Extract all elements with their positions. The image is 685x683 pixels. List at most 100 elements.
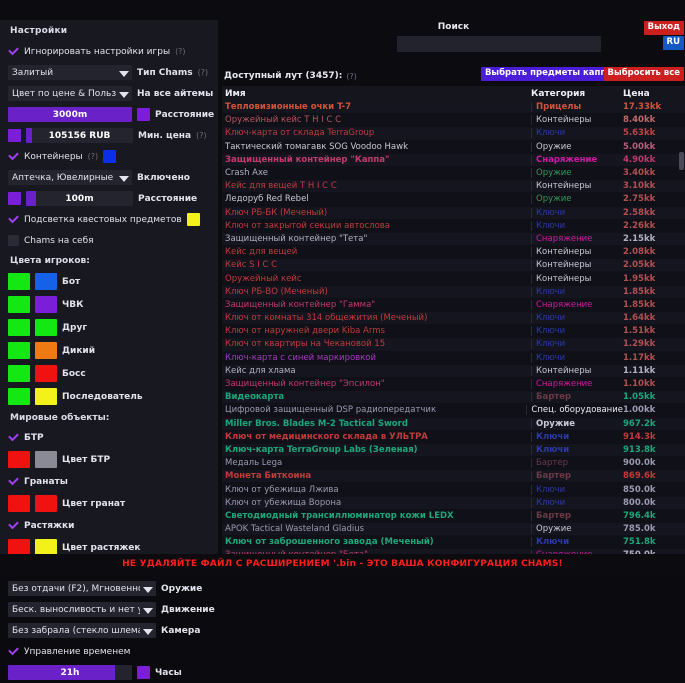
checkbox-quest-highlight[interactable]: [8, 214, 19, 225]
color-swatch-left[interactable]: [8, 539, 30, 556]
setting-movement[interactable]: Беск. выносливость и нет уста Движение: [6, 599, 215, 620]
setting-chams-type[interactable]: Залитый Тип Chams (?): [6, 62, 212, 83]
player-color-row[interactable]: Бот: [6, 270, 212, 293]
color-swatch-right[interactable]: [35, 296, 57, 313]
player-color-row[interactable]: Босс: [6, 362, 212, 385]
hint-icon[interactable]: (?): [196, 131, 207, 140]
table-row[interactable]: Кейс для вещей Контейнеры 2.08kk: [222, 246, 685, 260]
color-swatch-left[interactable]: [8, 495, 30, 512]
table-row[interactable]: Ключ РБ-БК (Меченый) Ключи 2.58kk: [222, 206, 685, 220]
table-row[interactable]: Тепловизионные очки T-7 Прицелы 17.33kk: [222, 101, 685, 115]
table-row[interactable]: Crash Axe Оружие 3.40kk: [222, 166, 685, 181]
table-row[interactable]: Ключ от убежища Ворона Ключи 800.0k: [222, 496, 685, 510]
player-color-row[interactable]: Дикий: [6, 339, 212, 362]
dropdown-weapon[interactable]: Без отдачи (F2), Мгновенное п: [8, 581, 156, 596]
table-row[interactable]: Ключ от закрытой секции автослова Ключи 2.…: [222, 219, 685, 233]
color-swatch-right[interactable]: [35, 388, 57, 405]
color-swatch-right[interactable]: [35, 495, 57, 512]
checkbox-tripwires[interactable]: [8, 520, 19, 531]
hint-icon[interactable]: (?): [197, 68, 209, 77]
slider-clock[interactable]: 21h: [8, 665, 132, 680]
table-row[interactable]: Ледоруб Red Rebel Оружие 2.75kk: [222, 193, 685, 207]
setting-chams-self[interactable]: Chams на себя: [6, 230, 212, 251]
color-swatch-left[interactable]: [8, 296, 30, 313]
checkbox-ignore-game-settings[interactable]: [8, 46, 19, 57]
table-row[interactable]: Светодиодный трансиллюминатор кожи LEDX Б…: [222, 509, 685, 523]
setting-tripwires[interactable]: Растяжки: [6, 515, 212, 536]
color-swatch-right[interactable]: [35, 319, 57, 336]
setting-color-mode[interactable]: Цвет по цене & Пользователь На все айтем…: [6, 83, 213, 104]
setting-time-control[interactable]: Управление временем: [6, 641, 212, 662]
setting-containers[interactable]: Контейнеры (?): [6, 146, 212, 167]
table-row[interactable]: Ключ-карта TerraGroup Labs (Зеленая) Ключ…: [222, 443, 685, 458]
table-row[interactable]: Кейс для хлама Контейнеры 1.11kk: [222, 364, 685, 378]
table-row[interactable]: Ключ от медицинского склада в УЛЬТРА Ключ…: [222, 430, 685, 444]
setting-btr[interactable]: БТР: [6, 427, 212, 448]
hint-icon[interactable]: (?): [87, 152, 99, 161]
setting-clock[interactable]: 21h Часы: [6, 662, 212, 683]
column-header-price[interactable]: Цена: [623, 88, 650, 99]
table-row[interactable]: Защищенный контейнер "Каппа" Снаряжение 4.…: [222, 153, 685, 167]
hint-icon[interactable]: (?): [346, 71, 357, 81]
table-row[interactable]: Защищенный контейнер "Эпсилон" Снаряжение…: [222, 377, 685, 392]
table-row[interactable]: Ключ РБ-ВО (Меченый) Ключи 1.85kk: [222, 285, 685, 299]
player-color-row[interactable]: Друг: [6, 316, 212, 339]
dropdown-color-mode[interactable]: Цвет по цене & Пользователь: [8, 86, 132, 101]
table-row[interactable]: APOK Tactical Wasteland Gladius Оружие 785…: [222, 523, 685, 537]
color-swatch-right[interactable]: [35, 365, 57, 382]
column-header-name[interactable]: Имя: [225, 88, 246, 99]
search-input[interactable]: [397, 36, 601, 52]
table-row[interactable]: Miller Bros. Blades M-2 Tactical Sword Ор…: [222, 417, 685, 431]
table-row[interactable]: Оружейный кейс Контейнеры 1.95kk: [222, 272, 685, 286]
color-swatch-left[interactable]: [8, 273, 30, 290]
column-header-category[interactable]: Категория: [531, 88, 586, 99]
table-row[interactable]: Видеокарта Бартер 1.05kk: [222, 391, 685, 405]
color-swatch-min-price[interactable]: [8, 129, 21, 142]
checkbox-btr[interactable]: [8, 432, 19, 443]
table-row[interactable]: Ключ от убежища Лжива Ключи 850.0k: [222, 483, 685, 497]
table-row[interactable]: Ключ от наружней двери Kiba Arms Ключи 1.5…: [222, 325, 685, 339]
table-row[interactable]: Ключ-карта с синей маркировкой Ключи 1.17k…: [222, 351, 685, 365]
select-kappa-items-button[interactable]: Выбрать предметы каппа: [480, 67, 616, 81]
table-row[interactable]: Защищенный контейнер "Бета"Снаряжение750…: [222, 549, 685, 554]
color-swatch-quest-highlight[interactable]: [186, 213, 200, 226]
color-swatch-left[interactable]: [8, 451, 30, 468]
checkbox-containers[interactable]: [8, 151, 19, 162]
table-row[interactable]: Цифровой защищенный DSP радиопередатчик С…: [222, 404, 685, 418]
table-row[interactable]: Тактический томагавк SOG Voodoo Hawk Оруж…: [222, 140, 685, 154]
color-swatch-left[interactable]: [8, 388, 30, 405]
dropdown-medkit-category[interactable]: Аптечка, Ювелирные и...: [8, 170, 132, 185]
setting-medkit-category[interactable]: Аптечка, Ювелирные и... Включено: [6, 167, 212, 188]
dropdown-chams-type[interactable]: Залитый: [8, 65, 132, 80]
exit-button[interactable]: Выход: [643, 21, 684, 35]
color-swatch-right[interactable]: [35, 539, 57, 556]
color-swatch-right[interactable]: [35, 451, 57, 468]
dropdown-camera[interactable]: Без забрала (стекло шлема): [8, 623, 156, 638]
setting-min-price[interactable]: 105156 RUB Мин. цена (?): [6, 125, 212, 146]
setting-distance-players[interactable]: 100m Расстояние: [6, 188, 212, 209]
table-row[interactable]: Медаль Lega Бартер 900.0k: [222, 457, 685, 471]
table-row[interactable]: Защищенный контейнер "Тета" Снаряжение 2.1…: [222, 232, 685, 247]
player-color-row[interactable]: ЧВК: [6, 293, 212, 316]
table-row[interactable]: Ключ-карта от склада TerraGroup Ключи 5.63…: [222, 127, 685, 141]
setting-quest-highlight[interactable]: Подсветка квестовых предметов: [6, 209, 212, 230]
dropdown-movement[interactable]: Беск. выносливость и нет уста: [8, 602, 156, 617]
table-row[interactable]: Ключ от комнаты 314 общежития (Меченый) К…: [222, 312, 685, 326]
player-color-row[interactable]: Последователь: [6, 385, 212, 408]
table-row[interactable]: Оружейный кейс T H I C C Контейнеры 8.40kk: [222, 114, 685, 128]
slider-distance-items[interactable]: 3000m: [8, 107, 132, 122]
drop-all-button[interactable]: Выбросить все: [603, 67, 684, 81]
setting-weapon[interactable]: Без отдачи (F2), Мгновенное п Оружие: [6, 578, 212, 599]
table-row[interactable]: Защищенный контейнер "Гамма" Снаряжение 1.…: [222, 298, 685, 312]
color-swatch-right[interactable]: [35, 342, 57, 359]
color-swatch-right[interactable]: [35, 273, 57, 290]
setting-grenades[interactable]: Гранаты: [6, 471, 212, 492]
btr-color-row[interactable]: Цвет БТР: [6, 448, 212, 471]
table-row[interactable]: Кейс S I C C Контейнеры 2.05kk: [222, 259, 685, 273]
color-swatch-containers[interactable]: [103, 150, 117, 163]
tripwire-color-row[interactable]: Цвет растяжек: [6, 536, 212, 559]
table-row[interactable]: Кейс для вещей T H I C C Контейнеры 3.10kk: [222, 180, 685, 194]
color-swatch-clock[interactable]: [137, 666, 150, 679]
color-swatch-left[interactable]: [8, 365, 30, 382]
table-row[interactable]: Ключ от квартиры на Чекановой 15 Ключи 1.2…: [222, 338, 685, 352]
